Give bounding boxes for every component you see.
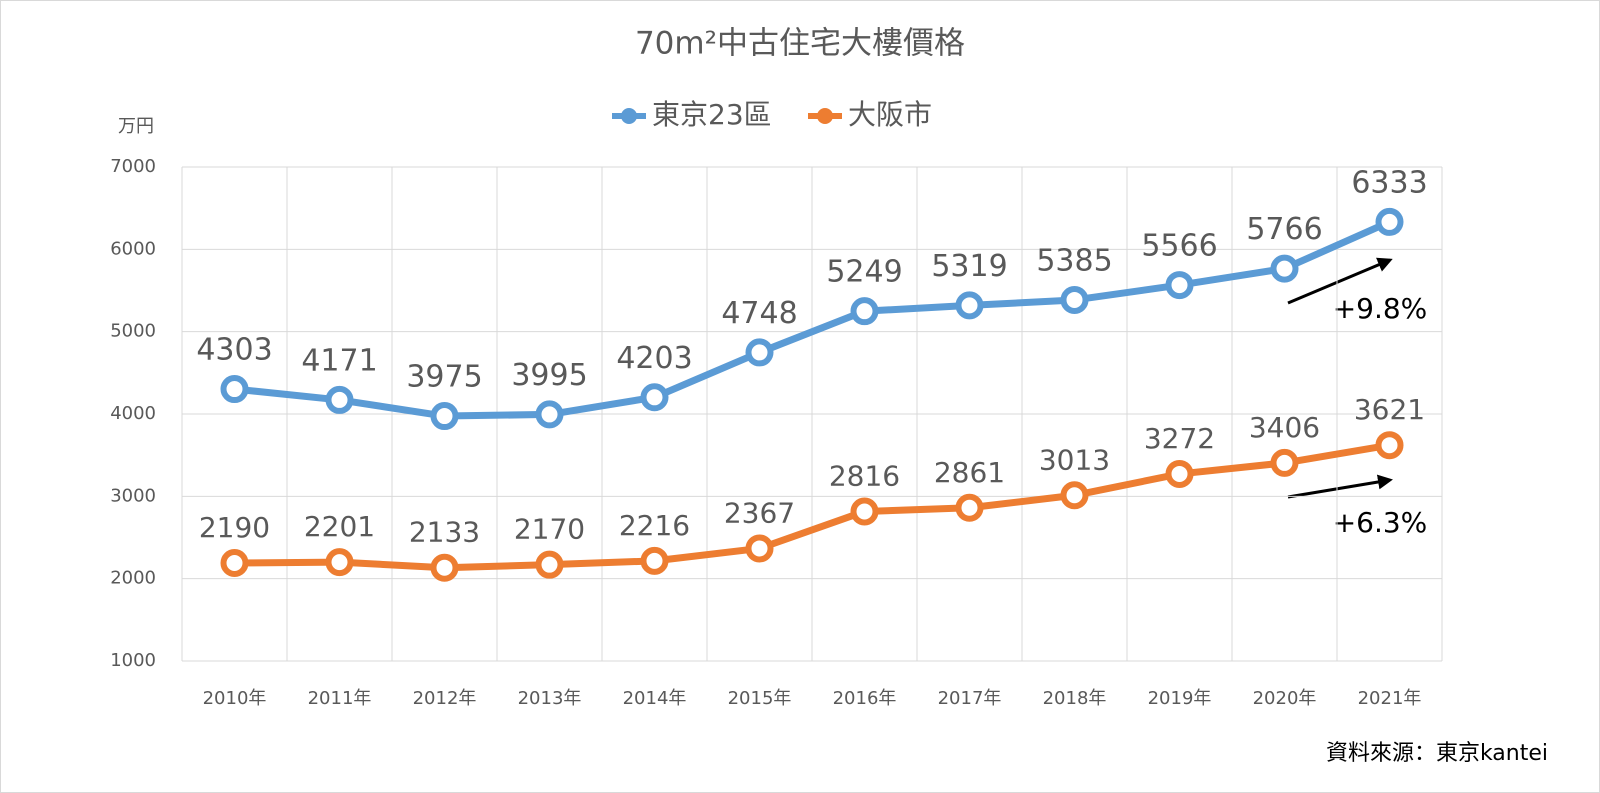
data-label: 4748 bbox=[721, 296, 797, 331]
data-point bbox=[1375, 431, 1404, 460]
legend-marker bbox=[817, 108, 833, 124]
data-label: 5766 bbox=[1246, 212, 1322, 247]
data-label: 5249 bbox=[826, 255, 902, 290]
y-axis-label: 万円 bbox=[118, 116, 154, 137]
data-label: 2216 bbox=[619, 509, 690, 542]
trend-arrow bbox=[1287, 474, 1393, 499]
data-label: 5566 bbox=[1141, 229, 1217, 264]
data-label: 5319 bbox=[931, 249, 1007, 284]
data-label: 2816 bbox=[829, 459, 900, 492]
data-label: 3013 bbox=[1039, 443, 1110, 476]
data-point bbox=[640, 546, 669, 575]
data-point bbox=[1270, 254, 1299, 283]
data-label: 3272 bbox=[1144, 422, 1215, 455]
y-tick-label: 6000 bbox=[110, 238, 156, 259]
data-point bbox=[325, 548, 354, 577]
data-point bbox=[1165, 459, 1194, 488]
data-label: 6333 bbox=[1351, 165, 1427, 200]
data-label: 3995 bbox=[511, 358, 587, 393]
data-point bbox=[640, 383, 669, 412]
data-point bbox=[220, 375, 249, 404]
data-label: 4203 bbox=[616, 341, 692, 376]
data-label: 2190 bbox=[199, 511, 270, 544]
data-point bbox=[1165, 271, 1194, 300]
data-point bbox=[325, 385, 354, 414]
y-tick-label: 3000 bbox=[110, 485, 156, 506]
data-point bbox=[1270, 448, 1299, 477]
chart-title: 70m²中古住宅大樓價格 bbox=[635, 26, 965, 62]
data-point bbox=[955, 291, 984, 320]
data-point bbox=[850, 297, 879, 326]
data-label: 4303 bbox=[196, 333, 272, 368]
data-point bbox=[745, 338, 774, 367]
x-tick-label: 2020年 bbox=[1253, 688, 1317, 709]
annotation: +6.3% bbox=[1333, 506, 1428, 539]
x-tick-label: 2016年 bbox=[833, 688, 897, 709]
x-tick-label: 2021年 bbox=[1358, 688, 1422, 709]
source: 資料來源：東京kantei bbox=[1326, 741, 1548, 766]
data-label: 2170 bbox=[514, 513, 585, 546]
x-tick-label: 2014年 bbox=[623, 688, 687, 709]
data-point bbox=[955, 493, 984, 522]
x-tick-label: 2010年 bbox=[203, 688, 267, 709]
x-tick-label: 2017年 bbox=[938, 688, 1002, 709]
y-tick-label: 4000 bbox=[110, 403, 156, 424]
x-tick-label: 2012年 bbox=[413, 688, 477, 709]
data-point bbox=[850, 497, 879, 526]
y-tick-label: 7000 bbox=[110, 156, 156, 177]
series-line bbox=[234, 218, 1391, 420]
x-tick-label: 2015年 bbox=[728, 688, 792, 709]
x-tick-label: 2019年 bbox=[1148, 688, 1212, 709]
x-tick-label: 2011年 bbox=[308, 688, 372, 709]
data-label: 2367 bbox=[724, 496, 795, 529]
x-tick-label: 2013年 bbox=[518, 688, 582, 709]
data-point bbox=[1060, 481, 1089, 510]
data-point bbox=[535, 400, 564, 429]
series-line bbox=[234, 441, 1391, 572]
data-label: 4171 bbox=[301, 343, 377, 378]
data-point bbox=[430, 553, 459, 582]
data-label: 3621 bbox=[1354, 393, 1425, 426]
data-point bbox=[1060, 285, 1089, 314]
y-tick-label: 1000 bbox=[110, 650, 156, 671]
data-point bbox=[220, 549, 249, 578]
data-label: 3975 bbox=[406, 360, 482, 395]
annotation: +9.8% bbox=[1333, 292, 1428, 325]
data-point bbox=[745, 534, 774, 563]
data-label: 3406 bbox=[1249, 411, 1320, 444]
data-label: 2201 bbox=[304, 510, 375, 543]
data-label: 2861 bbox=[934, 456, 1005, 489]
data-point bbox=[430, 402, 459, 431]
data-label: 2133 bbox=[409, 516, 480, 549]
legend-label: 大阪市 bbox=[848, 98, 932, 131]
y-tick-label: 5000 bbox=[110, 321, 156, 342]
data-point bbox=[1375, 207, 1404, 236]
x-tick-label: 2018年 bbox=[1043, 688, 1107, 709]
legend-label: 東京23區 bbox=[652, 98, 772, 131]
trend-arrow bbox=[1287, 257, 1393, 305]
data-point bbox=[535, 550, 564, 579]
data-label: 5385 bbox=[1036, 243, 1112, 278]
legend-marker bbox=[621, 108, 637, 124]
y-tick-label: 2000 bbox=[110, 568, 156, 589]
